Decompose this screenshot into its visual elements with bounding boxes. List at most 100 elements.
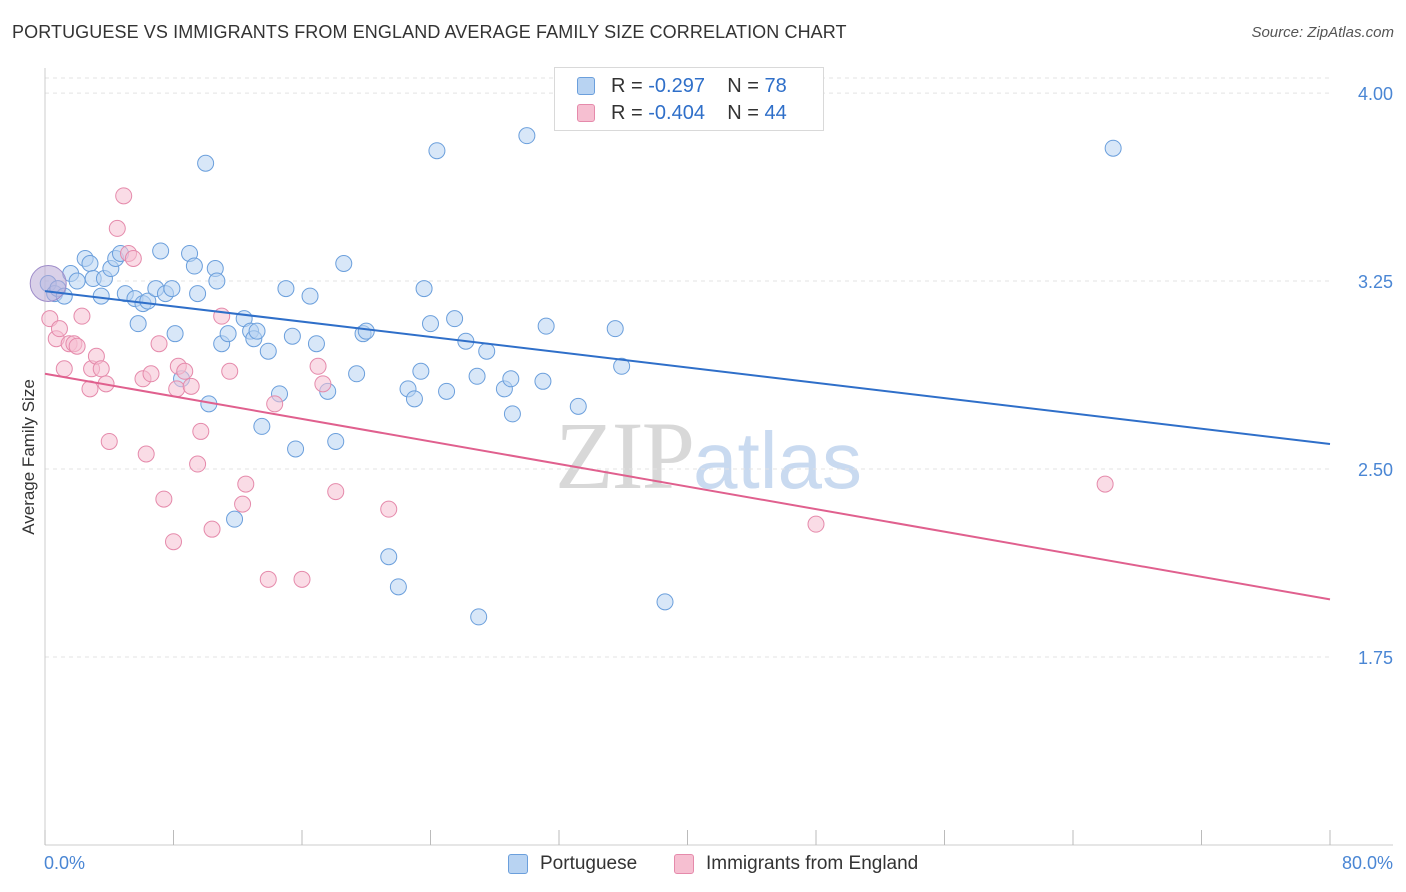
portuguese-point [613, 357, 631, 375]
portuguese-point [301, 287, 319, 305]
portuguese-point [129, 315, 147, 333]
portuguese-point [185, 257, 203, 275]
england-point [221, 362, 239, 380]
england-point [1096, 475, 1114, 493]
england-point [68, 337, 86, 355]
legend-row-england: R = -0.404 N = 44 [577, 100, 787, 126]
portuguese-point [415, 280, 433, 298]
legend-r-value: -0.404 [648, 101, 705, 124]
portuguese-point [253, 417, 271, 435]
portuguese-point [166, 325, 184, 343]
portuguese-point [226, 510, 244, 528]
legend-n-label: N = [727, 74, 759, 97]
england-swatch [577, 104, 595, 122]
legend-n-label: N = [727, 101, 759, 124]
portuguese-point [357, 322, 375, 340]
england-point [380, 500, 398, 518]
legend-row-portuguese: R = -0.297 N = 78 [577, 73, 787, 99]
england-point [150, 335, 168, 353]
y-tick-label: 2.50 [1358, 460, 1393, 480]
england-point [237, 475, 255, 493]
x-tick-label: 0.0% [44, 853, 85, 873]
portuguese-point [208, 272, 226, 290]
portuguese-trend-line [44, 290, 1331, 445]
portuguese-point [405, 390, 423, 408]
england-point [55, 360, 73, 378]
watermark-atlas: atlas [693, 416, 862, 505]
england-point [327, 483, 345, 501]
england-point [155, 490, 173, 508]
portuguese-points [29, 127, 1122, 626]
england-point [100, 432, 118, 450]
watermark: ZIPatlas [555, 400, 862, 511]
portuguese-point [438, 382, 456, 400]
y-tick-label: 3.25 [1358, 272, 1393, 292]
portuguese-point [283, 327, 301, 345]
england-point [293, 570, 311, 588]
england-point [314, 375, 332, 393]
england-point [192, 422, 210, 440]
portuguese-point [518, 127, 536, 145]
portuguese-point [537, 317, 555, 335]
bottom-legend-label: Portuguese [540, 853, 638, 874]
portuguese-swatch [508, 854, 528, 874]
england-point [807, 515, 825, 533]
portuguese-point [468, 367, 486, 385]
portuguese-point [248, 322, 266, 340]
portuguese-point [139, 292, 157, 310]
watermark-zip: ZIP [555, 402, 695, 509]
portuguese-point [569, 397, 587, 415]
x-tick-label: 80.0% [1342, 853, 1393, 873]
england-point [108, 219, 126, 237]
england-point [115, 187, 133, 205]
england-point [309, 357, 327, 375]
england-point [203, 520, 221, 538]
portuguese-point [307, 335, 325, 353]
portuguese-point [446, 310, 464, 328]
portuguese-point [81, 255, 99, 273]
portuguese-point [478, 342, 496, 360]
bottom-legend-portuguese: Portuguese [508, 851, 637, 877]
portuguese-point [277, 280, 295, 298]
portuguese-point [259, 342, 277, 360]
trend-lines [44, 290, 1331, 601]
portuguese-point [335, 255, 353, 273]
england-point [168, 380, 186, 398]
portuguese-point [1104, 139, 1122, 157]
portuguese-point [348, 365, 366, 383]
bottom-legend-england: Immigrants from England [674, 851, 918, 877]
portuguese-point [503, 405, 521, 423]
england-trend-line [44, 372, 1331, 601]
portuguese-point [412, 362, 430, 380]
portuguese-point [422, 315, 439, 333]
portuguese-swatch [577, 77, 595, 95]
y-axis-label: Average Family Size [19, 379, 38, 535]
portuguese-point [389, 578, 407, 596]
y-tick-label: 1.75 [1358, 648, 1393, 668]
legend-r-label: R = [611, 74, 643, 97]
england-point [137, 445, 155, 463]
portuguese-point [327, 432, 345, 450]
portuguese-point [534, 372, 552, 390]
england-point [50, 320, 68, 338]
england-point [189, 455, 207, 473]
legend-n-value: 78 [764, 74, 787, 97]
england-point [124, 249, 142, 267]
tick-labels: 1.75 2.50 3.25 4.00 0.0% 80.0% Average Family … [19, 84, 1393, 873]
y-tick-label: 4.00 [1358, 84, 1393, 104]
england-point [182, 377, 200, 395]
england-point [73, 307, 91, 325]
legend-n-value: 44 [764, 101, 787, 124]
portuguese-point [189, 285, 207, 303]
portuguese-point [380, 548, 398, 566]
correlation-legend: R = -0.297 N = 78 R = -0.404 N = 44 [554, 67, 824, 131]
cluster-point [29, 265, 67, 303]
england-point [142, 365, 160, 383]
portuguese-point [219, 325, 237, 343]
england-point [234, 495, 252, 513]
england-swatch [674, 854, 694, 874]
england-point [266, 395, 284, 413]
portuguese-point [68, 272, 86, 290]
chart-title: PORTUGUESE VS IMMIGRANTS FROM ENGLAND AV… [12, 22, 847, 42]
